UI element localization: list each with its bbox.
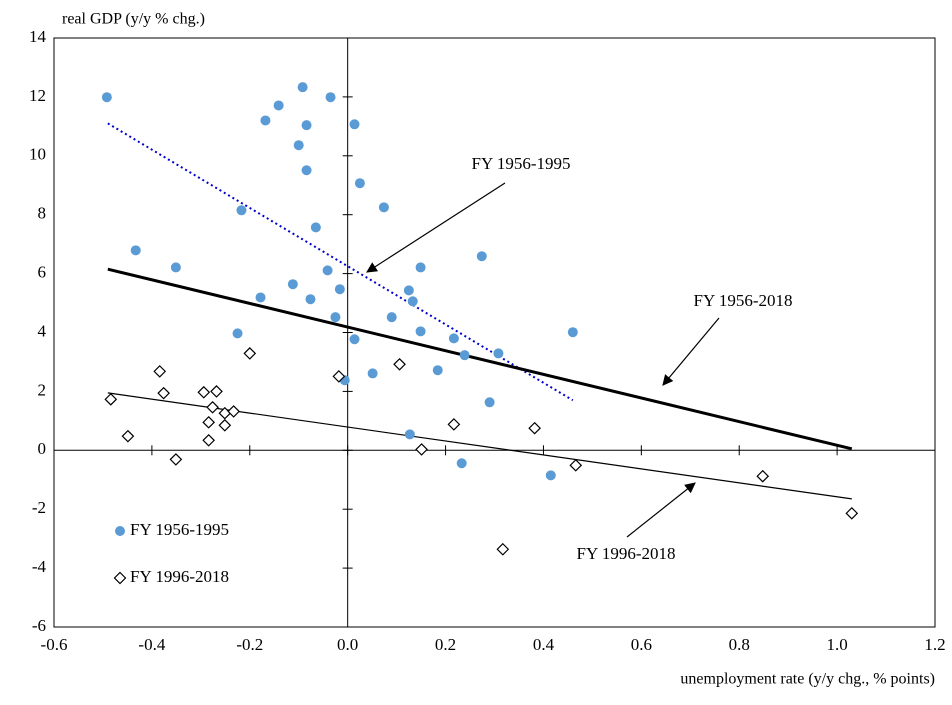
y-tick-label: -6 <box>32 616 46 635</box>
y-tick-label: 6 <box>38 263 47 282</box>
y-axis-label: real GDP (y/y % chg.) <box>62 11 205 28</box>
point <box>255 292 266 303</box>
point <box>157 386 170 400</box>
point <box>415 262 426 273</box>
point <box>330 312 341 323</box>
annotation: FY 1996-2018 <box>576 544 675 563</box>
x-tick-label: 1.0 <box>826 635 847 654</box>
x-axis-label: unemployment rate (y/y chg., % points) <box>680 671 935 688</box>
point <box>322 265 333 276</box>
y-tick-label: -4 <box>32 557 47 576</box>
y-tick-label: 10 <box>29 145 46 164</box>
annotation-arrow <box>626 482 696 538</box>
point <box>432 365 443 376</box>
point <box>545 470 556 481</box>
point <box>496 542 510 556</box>
point <box>415 326 426 337</box>
point <box>415 443 428 456</box>
annotation-arrow <box>662 317 720 386</box>
point <box>301 120 312 131</box>
point <box>170 262 181 273</box>
point <box>448 333 459 344</box>
legend-label: FY 1996-2018 <box>130 567 229 586</box>
legend-marker <box>113 571 127 585</box>
point <box>218 418 232 432</box>
x-tick-label: -0.6 <box>41 635 68 654</box>
point <box>305 294 316 305</box>
y-tick-label: 0 <box>38 439 47 458</box>
point <box>202 433 216 447</box>
point <box>297 82 308 93</box>
point <box>130 245 141 256</box>
y-tick-label: -2 <box>32 498 46 517</box>
x-tick-label: 1.2 <box>924 635 945 654</box>
point <box>153 365 167 378</box>
annotation-arrow <box>366 182 506 273</box>
x-tick-label: -0.2 <box>236 635 263 654</box>
y-tick-label: 12 <box>29 86 46 105</box>
point <box>349 334 360 345</box>
point <box>476 251 487 262</box>
y-tick-label: 2 <box>38 380 47 399</box>
plot-frame <box>53 37 936 628</box>
trend-line <box>107 267 853 451</box>
point <box>169 453 183 466</box>
point <box>325 92 336 103</box>
point <box>378 202 389 213</box>
point <box>210 385 223 398</box>
point <box>260 115 271 126</box>
point <box>332 370 346 383</box>
y-tick-label: 4 <box>38 321 47 340</box>
point <box>301 165 312 176</box>
point <box>756 469 770 483</box>
legend-marker <box>115 526 125 536</box>
y-tick-label: 8 <box>38 204 47 223</box>
x-tick-label: 0.8 <box>729 635 750 654</box>
point <box>367 368 378 379</box>
point <box>493 348 504 359</box>
point <box>104 393 118 406</box>
y-tick-label: 14 <box>29 27 47 46</box>
point <box>845 506 859 520</box>
legend-label: FY 1956-1995 <box>130 520 229 539</box>
point <box>197 385 211 399</box>
point <box>349 119 360 130</box>
point <box>273 100 284 111</box>
point <box>101 92 112 103</box>
point <box>456 458 467 469</box>
point <box>236 205 247 216</box>
point <box>202 415 216 429</box>
point <box>459 350 470 361</box>
point <box>293 140 304 151</box>
point <box>386 312 397 323</box>
point <box>287 279 298 290</box>
point <box>206 400 219 414</box>
point <box>334 284 345 295</box>
point <box>528 421 541 435</box>
point <box>354 178 365 189</box>
x-tick-label: 0.2 <box>435 635 456 654</box>
annotation: FY 1956-2018 <box>693 291 792 310</box>
point <box>243 347 257 360</box>
point <box>404 429 415 440</box>
point <box>567 327 578 338</box>
point <box>407 296 418 307</box>
annotation: FY 1956-1995 <box>471 154 570 173</box>
x-tick-label: 0.4 <box>533 635 555 654</box>
point <box>569 458 583 472</box>
point <box>310 222 321 233</box>
point <box>403 285 414 296</box>
x-tick-label: -0.4 <box>138 635 165 654</box>
x-tick-label: 0.0 <box>337 635 358 654</box>
point <box>484 397 495 408</box>
point <box>121 429 135 443</box>
point <box>232 328 243 339</box>
point <box>227 405 240 418</box>
x-tick-label: 0.6 <box>631 635 652 654</box>
point <box>393 357 406 371</box>
point <box>447 418 461 431</box>
